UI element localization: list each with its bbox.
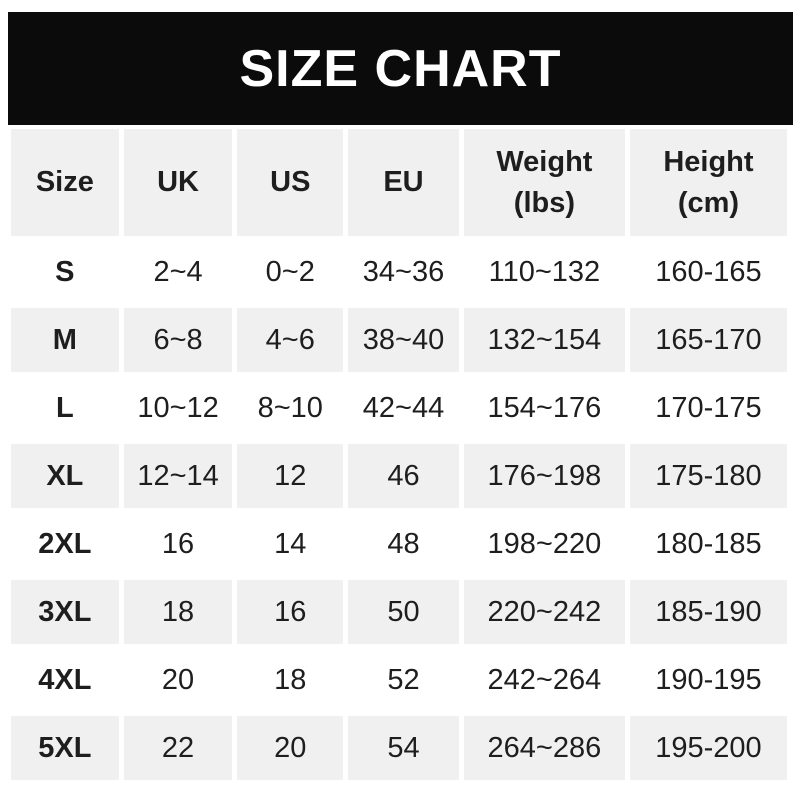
table-row-s: S 2~4 0~2 34~36 110~132 160-165 bbox=[11, 240, 787, 304]
size-chart-table: Size UK US EU Weight (lbs) Height (cm) S… bbox=[6, 125, 792, 784]
us-cell: 20 bbox=[237, 716, 344, 780]
height-cell: 175-180 bbox=[629, 444, 787, 508]
size-cell: 4XL bbox=[11, 648, 119, 712]
title-bar: SIZE CHART bbox=[8, 12, 793, 125]
us-cell: 16 bbox=[237, 580, 344, 644]
page-title: SIZE CHART bbox=[239, 39, 562, 98]
eu-cell: 48 bbox=[348, 512, 459, 576]
size-cell: 5XL bbox=[11, 716, 119, 780]
us-cell: 18 bbox=[237, 648, 344, 712]
uk-cell: 6~8 bbox=[123, 308, 233, 372]
eu-cell: 46 bbox=[348, 444, 459, 508]
size-cell: L bbox=[11, 376, 119, 440]
table-row-4xl: 4XL 20 18 52 242~264 190-195 bbox=[11, 648, 787, 712]
column-header-weight: Weight (lbs) bbox=[463, 129, 625, 236]
column-header-eu: EU bbox=[348, 129, 459, 236]
eu-cell: 42~44 bbox=[348, 376, 459, 440]
table-row-3xl: 3XL 18 16 50 220~242 185-190 bbox=[11, 580, 787, 644]
weight-cell: 242~264 bbox=[463, 648, 625, 712]
us-cell: 4~6 bbox=[237, 308, 344, 372]
weight-cell: 176~198 bbox=[463, 444, 625, 508]
uk-cell: 10~12 bbox=[123, 376, 233, 440]
table-row-5xl: 5XL 22 20 54 264~286 195-200 bbox=[11, 716, 787, 780]
table-row-xl: XL 12~14 12 46 176~198 175-180 bbox=[11, 444, 787, 508]
height-cell: 185-190 bbox=[629, 580, 787, 644]
table-row-l: L 10~12 8~10 42~44 154~176 170-175 bbox=[11, 376, 787, 440]
size-cell: M bbox=[11, 308, 119, 372]
height-cell: 160-165 bbox=[629, 240, 787, 304]
column-header-uk: UK bbox=[123, 129, 233, 236]
us-cell: 0~2 bbox=[237, 240, 344, 304]
column-header-us: US bbox=[237, 129, 344, 236]
height-cell: 195-200 bbox=[629, 716, 787, 780]
table-row-2xl: 2XL 16 14 48 198~220 180-185 bbox=[11, 512, 787, 576]
height-cell: 165-170 bbox=[629, 308, 787, 372]
table-row-m: M 6~8 4~6 38~40 132~154 165-170 bbox=[11, 308, 787, 372]
uk-cell: 12~14 bbox=[123, 444, 233, 508]
size-chart-page: SIZE CHART Size UK US EU Weight (lbs) He… bbox=[0, 12, 800, 800]
weight-cell: 110~132 bbox=[463, 240, 625, 304]
uk-cell: 2~4 bbox=[123, 240, 233, 304]
weight-cell: 154~176 bbox=[463, 376, 625, 440]
header-row: Size UK US EU Weight (lbs) Height (cm) bbox=[11, 129, 787, 236]
eu-cell: 50 bbox=[348, 580, 459, 644]
size-cell: 2XL bbox=[11, 512, 119, 576]
us-cell: 8~10 bbox=[237, 376, 344, 440]
eu-cell: 38~40 bbox=[348, 308, 459, 372]
height-cell: 170-175 bbox=[629, 376, 787, 440]
column-header-height: Height (cm) bbox=[629, 129, 787, 236]
uk-cell: 16 bbox=[123, 512, 233, 576]
weight-cell: 220~242 bbox=[463, 580, 625, 644]
height-cell: 190-195 bbox=[629, 648, 787, 712]
uk-cell: 18 bbox=[123, 580, 233, 644]
eu-cell: 34~36 bbox=[348, 240, 459, 304]
column-header-size: Size bbox=[11, 129, 119, 236]
uk-cell: 22 bbox=[123, 716, 233, 780]
uk-cell: 20 bbox=[123, 648, 233, 712]
eu-cell: 52 bbox=[348, 648, 459, 712]
eu-cell: 54 bbox=[348, 716, 459, 780]
size-cell: 3XL bbox=[11, 580, 119, 644]
us-cell: 12 bbox=[237, 444, 344, 508]
size-cell: XL bbox=[11, 444, 119, 508]
size-cell: S bbox=[11, 240, 119, 304]
height-cell: 180-185 bbox=[629, 512, 787, 576]
weight-cell: 132~154 bbox=[463, 308, 625, 372]
us-cell: 14 bbox=[237, 512, 344, 576]
weight-cell: 264~286 bbox=[463, 716, 625, 780]
weight-cell: 198~220 bbox=[463, 512, 625, 576]
